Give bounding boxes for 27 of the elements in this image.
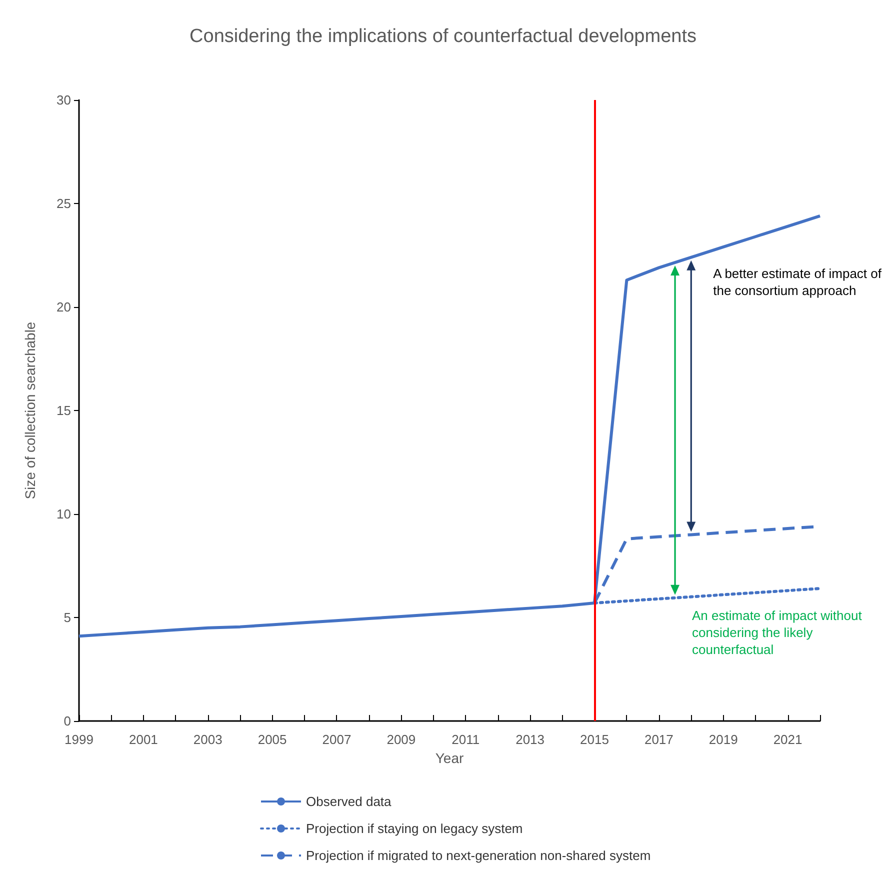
y-tick-label: 5 [64,610,71,625]
x-tick-label: 2015 [580,732,609,747]
x-tick-label: 2003 [193,732,222,747]
x-tick-label: 2011 [452,732,480,747]
y-tick-label: 0 [64,714,71,728]
legend-label: Projection if migrated to next-generation non-shared system [306,848,651,863]
legend-label: Projection if staying on legacy system [306,821,523,836]
annotation: A better estimate of impact of the consortium approach [713,265,882,300]
y-tick-label: 25 [56,196,71,211]
x-tick-label: 2007 [322,732,352,747]
y-tick-label: 15 [56,403,71,418]
x-axis-title: Year [435,750,464,766]
annotation: An estimate of impact without considering the likely counterfactual [692,606,863,658]
x-tick-label: 1999 [64,732,94,747]
y-axis-title: Size of collection searchable [22,322,38,500]
y-tick-label: 30 [56,92,71,108]
x-tick-label: 2021 [773,732,802,747]
x-tick-label: 2019 [708,732,738,747]
legend-label: Observed data [306,794,392,809]
chart-title: Considering the implications of counterfactual developments [190,26,696,47]
x-tick-label: 2017 [644,732,674,747]
x-tick-label: 2013 [516,732,545,747]
y-tick-label: 10 [56,506,71,522]
x-tick-label: 2001 [128,732,158,747]
x-tick-label: 2009 [386,732,416,747]
x-tick-label: 2005 [258,732,287,747]
y-tick-label: 20 [56,300,71,314]
